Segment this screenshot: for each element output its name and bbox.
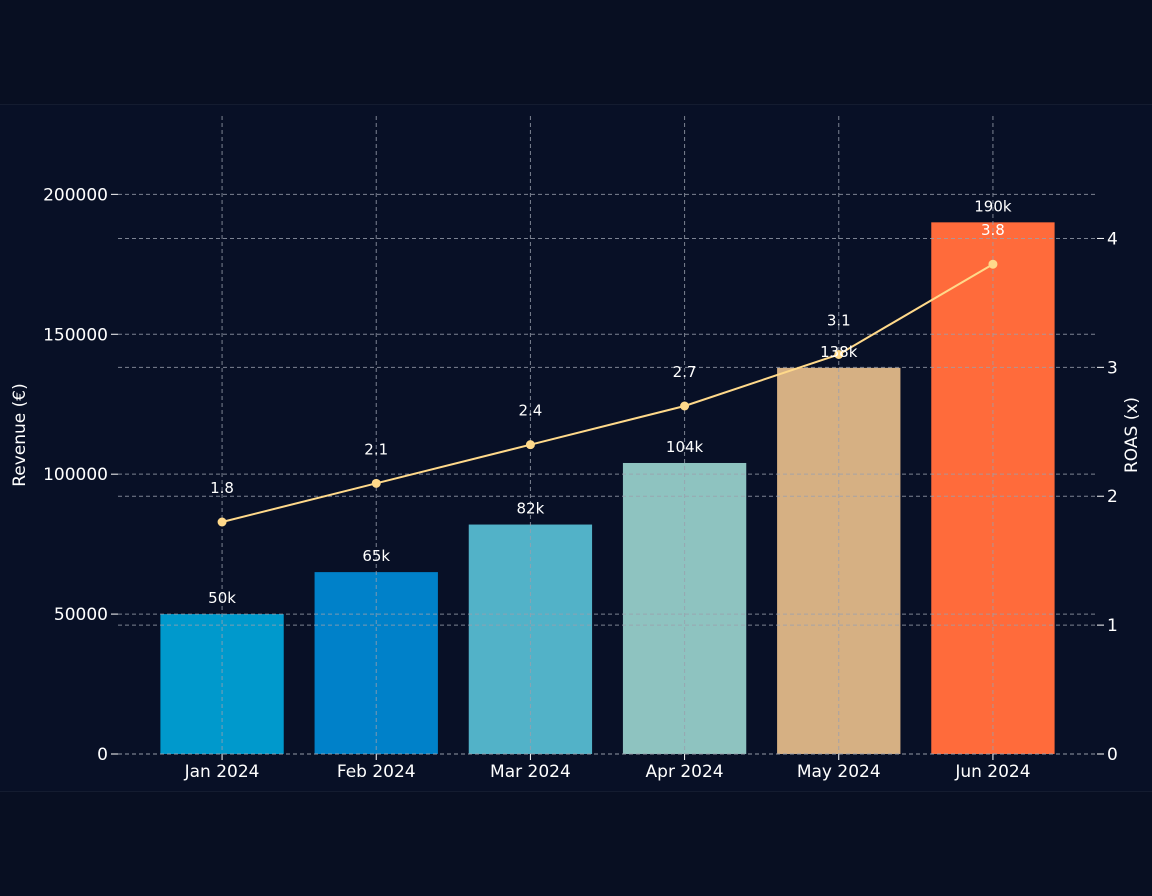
x-tick-label: Apr 2024 xyxy=(646,762,724,782)
y2-tick-label: 4 xyxy=(1107,229,1118,249)
x-tick-label: Mar 2024 xyxy=(490,762,571,782)
y2-tick-label: 2 xyxy=(1107,487,1118,507)
y-tick-label: 150000 xyxy=(43,325,108,345)
roas-line xyxy=(221,263,994,523)
revenue-data-label: 50k xyxy=(208,589,236,607)
x-tick-label: May 2024 xyxy=(797,762,881,782)
roas-data-label: 2.7 xyxy=(673,363,697,381)
x-tick-label: Feb 2024 xyxy=(337,762,416,782)
revenue-data-label: 138k xyxy=(820,343,858,361)
roas-data-label: 3.8 xyxy=(981,221,1005,239)
revenue-data-label: 65k xyxy=(362,547,390,565)
roas-data-label: 3.1 xyxy=(827,311,851,329)
revenue-data-label: 82k xyxy=(517,500,545,518)
x-tick-label: Jan 2024 xyxy=(184,762,260,782)
y2-tick-label: 1 xyxy=(1107,616,1118,636)
y2-tick-label: 0 xyxy=(1107,745,1118,765)
revenue-data-label: 104k xyxy=(666,438,704,456)
revenue-bar xyxy=(468,524,593,754)
y-tick-label: 50000 xyxy=(54,605,108,625)
revenue-data-label: 190k xyxy=(974,197,1012,215)
y2-tick-label: 3 xyxy=(1107,358,1118,378)
y-tick-label: 200000 xyxy=(43,185,108,205)
roas-data-label: 2.4 xyxy=(518,402,542,420)
y-tick-label: 0 xyxy=(97,745,108,765)
y-tick-label: 100000 xyxy=(43,465,108,485)
y-axis-label: Revenue (€) xyxy=(10,383,30,487)
roas-data-label: 1.8 xyxy=(210,479,234,497)
y2-axis-label: ROAS (x) xyxy=(1122,397,1142,473)
roas-data-label: 2.1 xyxy=(364,440,388,458)
x-tick-label: Jun 2024 xyxy=(954,762,1030,782)
